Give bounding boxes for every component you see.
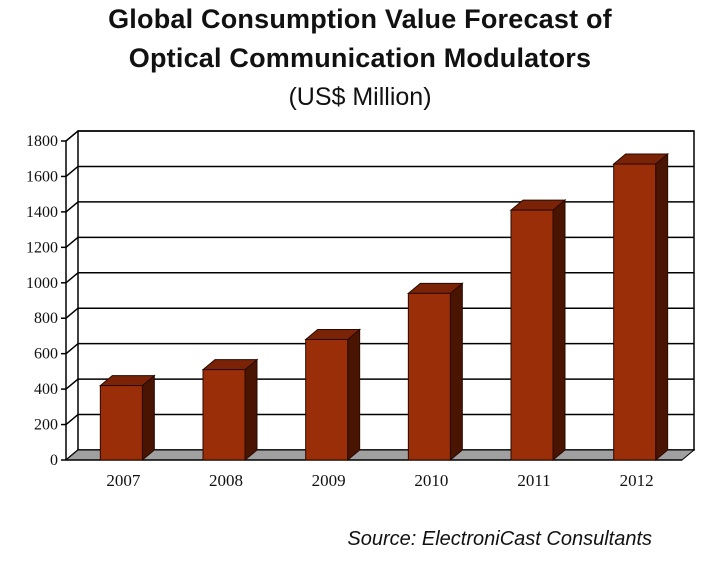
bar-front <box>305 338 349 461</box>
y-tick-label: 200 <box>34 417 58 434</box>
floor-panel <box>64 449 696 461</box>
bar <box>509 199 567 462</box>
bar-front <box>202 369 246 461</box>
y-tick-label: 1800 <box>26 133 58 150</box>
gridline-depth <box>65 272 79 284</box>
y-tick-label: 1000 <box>26 275 58 292</box>
bar <box>201 358 259 462</box>
chart-back-wall <box>77 130 695 451</box>
gridline-depth <box>65 130 79 142</box>
chart-title-line-2: Optical Communication Modulators <box>128 43 592 73</box>
bar-side <box>552 199 566 462</box>
y-tick-labels: 0 200 400 600 800 1000 1200 1400 1600 1800 <box>26 133 58 469</box>
gridline-depth <box>65 165 79 178</box>
bar-front <box>99 385 143 461</box>
y-tick-label: 400 <box>34 381 58 398</box>
gridline-depth <box>65 378 79 390</box>
y-axis <box>61 140 67 461</box>
y-tick-label: 0 <box>50 452 58 469</box>
bar <box>98 374 156 462</box>
bar-side <box>141 374 155 462</box>
x-tick-label: 2010 <box>414 471 448 490</box>
bar <box>406 282 464 462</box>
gridline-depth <box>65 343 79 355</box>
bar-front <box>510 209 554 461</box>
bar-side <box>655 152 669 462</box>
x-tick-label: 2008 <box>209 471 243 490</box>
gridline-depth <box>65 307 79 319</box>
chart-floor <box>64 449 696 461</box>
source-note: Source: ElectroniCast Consultants <box>347 528 652 550</box>
y-tick-label: 1200 <box>26 239 58 256</box>
back-wall-panel <box>77 130 695 451</box>
y-tick-label: 800 <box>34 310 58 327</box>
x-tick-label: 2009 <box>312 471 346 490</box>
x-tick-label: 2007 <box>106 471 141 490</box>
bar-front <box>407 292 451 461</box>
bar-side <box>244 358 258 462</box>
chart-title-line-1: Global Consumption Value Forecast of <box>108 4 612 34</box>
x-tick-label: 2012 <box>620 471 654 490</box>
gridline-depth <box>65 236 79 248</box>
y-tick-label: 1400 <box>26 204 58 221</box>
bar-front <box>613 163 657 461</box>
x-tick-labels: 2007 2008 2009 2010 2011 2012 <box>106 471 653 490</box>
bars <box>98 152 670 462</box>
y-tick-label: 600 <box>34 346 58 363</box>
bar-side <box>347 328 361 462</box>
bar <box>304 328 362 462</box>
bar <box>612 152 670 462</box>
bar-side <box>449 282 463 462</box>
y-tick-label: 1600 <box>26 168 58 185</box>
gridline-depth <box>65 413 79 426</box>
gridline-depth <box>65 201 79 213</box>
chart-subtitle: (US$ Million) <box>288 83 432 111</box>
x-tick-label: 2011 <box>517 471 550 490</box>
